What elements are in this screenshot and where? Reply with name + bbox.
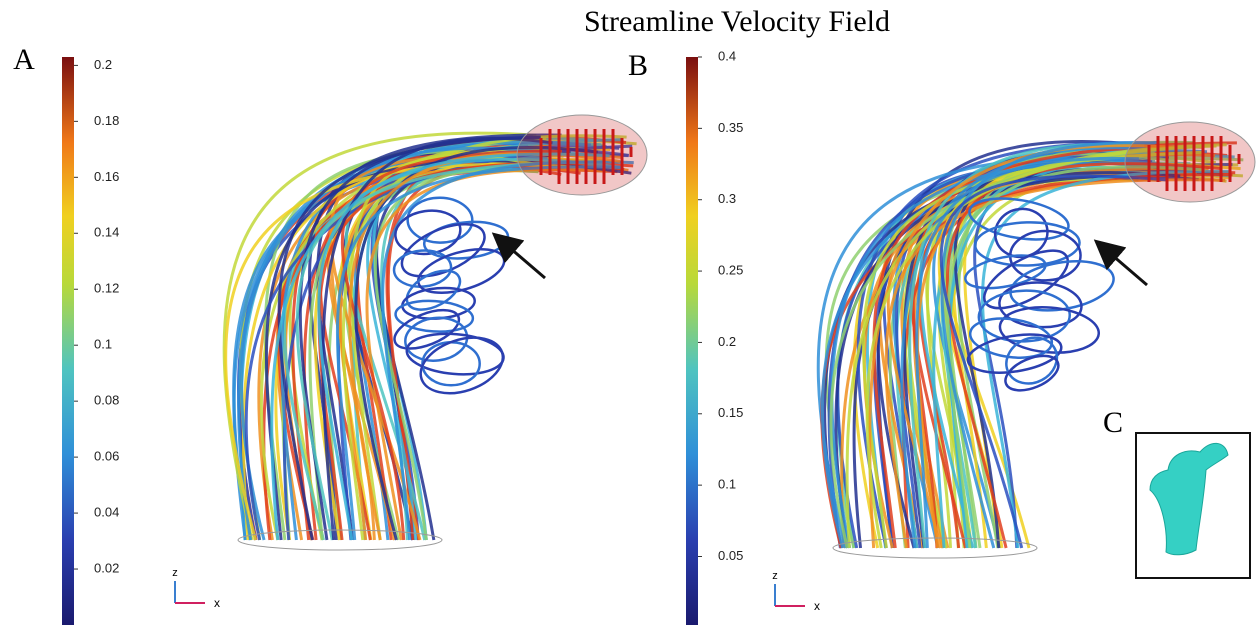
streamlines — [224, 115, 1255, 558]
vortex-loop — [395, 299, 474, 334]
colorbar — [62, 57, 74, 625]
vortex-loop — [422, 342, 480, 386]
axis-label: z — [772, 570, 778, 582]
colorbar-tick-label: 0.2 — [94, 57, 112, 72]
outlet — [517, 115, 647, 195]
colorbar-tick-label: 0.04 — [94, 505, 119, 520]
colorbar-tick-label: 0.3 — [718, 191, 736, 206]
colorbar-tick-label: 0.14 — [94, 225, 119, 240]
panel-label: A — [13, 43, 35, 76]
axis-label: z — [172, 567, 178, 579]
axis-label: x — [814, 599, 820, 613]
colorbar-tick-label: 0.1 — [718, 477, 736, 492]
streamline — [975, 175, 1153, 548]
panel-label: C — [1103, 406, 1123, 439]
colorbar-tick-label: 0.08 — [94, 393, 119, 408]
colorbar-tick-label: 0.02 — [94, 560, 119, 575]
colorbar-tick-label: 0.16 — [94, 169, 119, 184]
colorbar-tick-label: 0.1 — [94, 337, 112, 352]
figure: Streamline Velocity Field C A 0.02 0.04 0.0… — [0, 0, 1258, 627]
vortex-loop — [407, 197, 472, 243]
streamline — [310, 135, 562, 540]
colorbar — [686, 57, 698, 625]
colorbar-tick-label: 0.35 — [718, 120, 743, 135]
colorbar-tick-label: 0.18 — [94, 113, 119, 128]
vortex-loop — [413, 328, 510, 403]
arrow — [1112, 255, 1147, 285]
outlet — [1125, 122, 1255, 202]
colorbar-tick-label: 0.12 — [94, 281, 119, 296]
colorbar-tick-label: 0.25 — [718, 263, 743, 278]
colorbar-tick-label: 0.05 — [718, 548, 743, 563]
axis-label: x — [214, 596, 220, 610]
arrow — [510, 248, 545, 278]
figure-title: Streamline Velocity Field — [584, 5, 890, 38]
colorbar-tick-label: 0.15 — [718, 405, 743, 420]
vortex-loop — [998, 280, 1082, 329]
colorbar-tick-label: 0.2 — [718, 334, 736, 349]
colorbar-tick-label: 0.06 — [94, 449, 119, 464]
panel-label: B — [628, 49, 648, 82]
colorbar-tick-label: 0.4 — [718, 48, 736, 63]
